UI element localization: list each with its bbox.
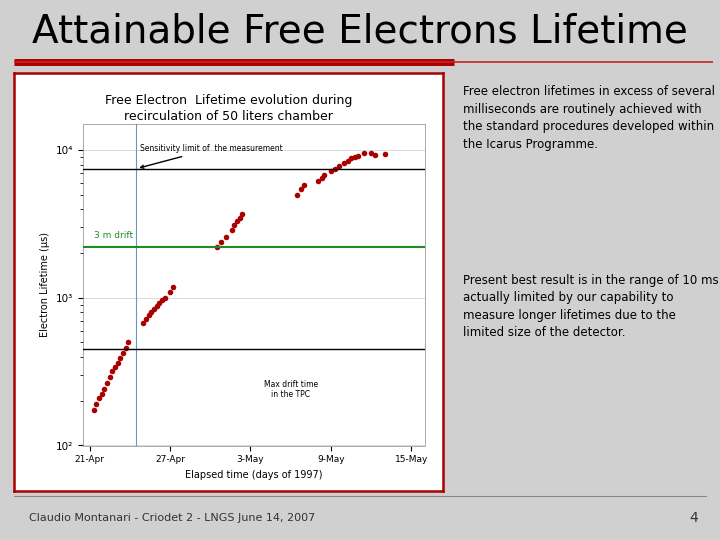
Text: Present best result is in the range of 10 ms actually limited by our capability : Present best result is in the range of 1… (463, 274, 719, 339)
Text: Sensitivity limit of  the measurement: Sensitivity limit of the measurement (140, 144, 283, 168)
Text: Claudio Montanari - Criodet 2 - LNGS June 14, 2007: Claudio Montanari - Criodet 2 - LNGS Jun… (29, 513, 315, 523)
Text: 3 m drift: 3 m drift (94, 231, 132, 240)
Text: Free Electron  Lifetime evolution during
recirculation of 50 liters chamber: Free Electron Lifetime evolution during … (105, 94, 352, 123)
Text: 4: 4 (690, 511, 698, 525)
Text: Attainable Free Electrons Lifetime: Attainable Free Electrons Lifetime (32, 13, 688, 51)
Y-axis label: Electron Lifetime (μs): Electron Lifetime (μs) (40, 232, 50, 338)
Text: Max drift time
in the TPC: Max drift time in the TPC (264, 380, 318, 399)
X-axis label: Elapsed time (days of 1997): Elapsed time (days of 1997) (185, 470, 323, 480)
Text: Free electron lifetimes in excess of several milliseconds are routinely achieved: Free electron lifetimes in excess of sev… (463, 85, 715, 151)
